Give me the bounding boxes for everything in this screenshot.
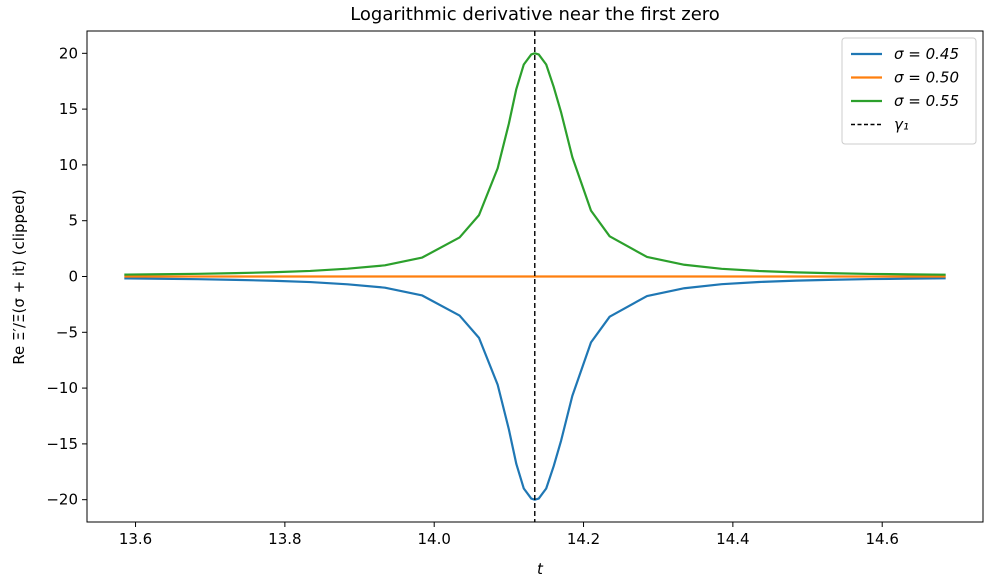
legend-label: σ = 0.45 [894, 45, 959, 63]
y-axis-label: Re Ξ′/Ξ(σ + it) (clipped) [10, 189, 28, 364]
x-tick-label: 13.6 [119, 530, 152, 548]
y-tick-label: −15 [46, 435, 78, 453]
y-tick-label: −5 [56, 323, 78, 341]
legend-label: σ = 0.50 [894, 69, 959, 87]
x-tick-label: 14.4 [716, 530, 749, 548]
y-tick-label: 0 [68, 268, 78, 286]
legend-box [841, 37, 977, 145]
series-line-3 [124, 52, 946, 276]
x-tick-label: 14.6 [865, 530, 898, 548]
legend-label: γ₁ [894, 116, 909, 134]
y-tick-label: 20 [59, 44, 78, 62]
x-tick-label: 13.8 [268, 530, 301, 548]
legend: σ = 0.45 σ = 0.50 σ = 0.55 γ₁ [841, 37, 977, 145]
x-tick-label: 14.0 [417, 530, 450, 548]
y-tick-label: 5 [68, 212, 78, 230]
y-tick-label: 15 [59, 100, 78, 118]
y-tick-label: −20 [46, 491, 78, 509]
plot-area [124, 31, 946, 522]
x-axis-label: t [537, 560, 544, 578]
legend-label: σ = 0.55 [894, 92, 959, 110]
x-tick-label: 14.2 [567, 530, 600, 548]
y-tick-label: 10 [59, 156, 78, 174]
chart-title: Logarithmic derivative near the first ze… [350, 4, 720, 25]
y-tick-label: −10 [46, 379, 78, 397]
axis-ticks: 13.6 13.8 14.0 14.2 14.4 14.6 20 15 10 5 0 −5 −10 −15… [46, 44, 899, 548]
